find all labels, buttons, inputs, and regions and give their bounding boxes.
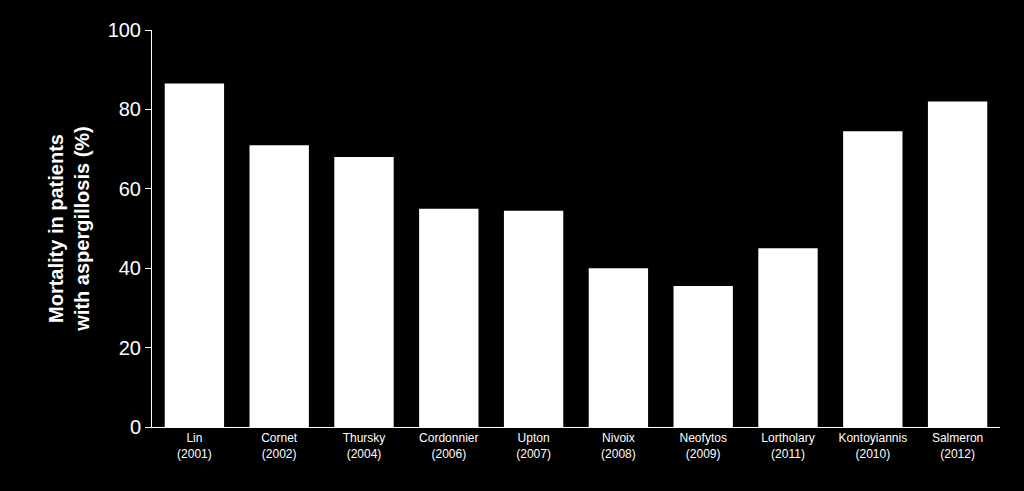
svg-text:Thursky(2004): Thursky(2004): [343, 431, 386, 461]
svg-text:Kontoyiannis(2010): Kontoyiannis(2010): [838, 431, 907, 461]
svg-text:Neofytos(2009): Neofytos(2009): [680, 431, 727, 461]
svg-text:40: 40: [119, 257, 141, 279]
svg-text:20: 20: [119, 337, 141, 359]
svg-text:Upton(2007): Upton(2007): [516, 431, 551, 461]
svg-text:Lortholary(2011): Lortholary(2011): [761, 431, 814, 461]
svg-text:Salmeron(2012): Salmeron(2012): [932, 431, 983, 461]
svg-text:Cornet(2002): Cornet(2002): [261, 431, 298, 461]
svg-text:Nivoix(2008): Nivoix(2008): [601, 431, 636, 461]
svg-text:80: 80: [119, 98, 141, 120]
svg-text:Cordonnier(2006): Cordonnier(2006): [419, 431, 478, 461]
svg-text:100: 100: [108, 19, 141, 41]
svg-text:60: 60: [119, 178, 141, 200]
svg-text:0: 0: [130, 416, 141, 438]
svg-text:Mortality in patientswith aspe: Mortality in patientswith aspergillosis …: [45, 126, 93, 331]
svg-text:Lin(2001): Lin(2001): [177, 431, 212, 461]
